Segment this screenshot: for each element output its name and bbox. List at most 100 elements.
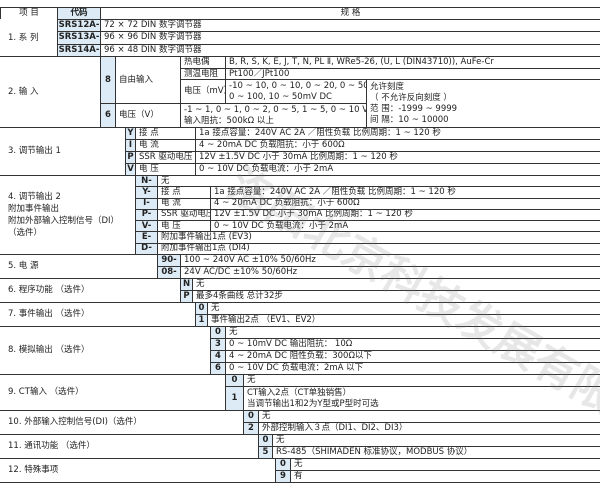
analog-value: 无 bbox=[225, 326, 600, 338]
label-line: 附加外部输入控制信号（DI） bbox=[8, 215, 120, 226]
section-label-power: 5. 电 源 bbox=[0, 254, 140, 278]
section-label-input: 2. 输 入 bbox=[0, 56, 140, 127]
label-line: 2. 输 入 bbox=[8, 86, 39, 97]
cell-line: -1 ~ 1, 0 ~ 1, 0 ~ 2, 0 ~ 5, 1 ~ 5, 0 ~ … bbox=[184, 104, 366, 115]
divider bbox=[0, 482, 600, 483]
series-code: SRS14A- bbox=[57, 43, 100, 56]
output2-code: E- bbox=[135, 231, 157, 243]
power-value: 100 ~ 240V AC ±10% 50/60Hz bbox=[180, 254, 600, 266]
analog-code: 3 bbox=[210, 338, 225, 350]
section-label-comm: 11. 通讯功能 （选件） bbox=[0, 434, 140, 458]
event-code: 0 bbox=[195, 302, 207, 314]
program-value: 最多4条曲线 总计32步 bbox=[192, 290, 600, 302]
header-code: 代码 bbox=[57, 7, 100, 19]
output1-name: SSR 驱动电压 bbox=[135, 151, 195, 163]
label-line: 8. 模拟输出 （选件） bbox=[8, 345, 90, 355]
comm-value: 无 bbox=[272, 434, 600, 446]
label-line: 6. 程序功能 （选件） bbox=[8, 285, 90, 295]
di-code: 0 bbox=[243, 410, 258, 422]
di-value: 无 bbox=[258, 410, 600, 422]
section-label-output2: 4. 调节输出 2 附加事件输出 附加外部输入控制信号（DI） （选件） bbox=[0, 175, 140, 254]
series-code: SRS12A- bbox=[57, 19, 100, 32]
output1-value: 4 ~ 20mA DC 负载阻抗：小于 600Ω bbox=[195, 139, 600, 151]
label-line: 12. 特殊事项 bbox=[8, 465, 59, 475]
label-line: 9. CT输入 （选件） bbox=[8, 387, 84, 397]
series-spec: 96 × 96 DIN 数字调节器 bbox=[100, 31, 600, 44]
output2-value: 4 ~ 20mA DC 负载阻抗：小于 600Ω bbox=[210, 197, 600, 209]
label-line: 5. 电 源 bbox=[8, 261, 39, 271]
comm-value: RS-485（SHIMADEN 标准协议，MODBUS 协议） bbox=[272, 446, 600, 458]
di-code: 2 bbox=[243, 422, 258, 434]
tc-value: B, R, S, K, E, J, T, N, PL Ⅱ, WRe5-26, (… bbox=[225, 56, 600, 68]
divider bbox=[0, 7, 600, 8]
section-label-special: 12. 特殊事项 bbox=[0, 458, 140, 482]
label-line: 附加事件输出 bbox=[8, 203, 60, 214]
cell-line: 允许刻度 bbox=[370, 81, 405, 92]
label-line: 3. 调节输出 1 bbox=[8, 146, 61, 156]
input-name: 电压（V） bbox=[115, 103, 180, 127]
rtd-value: Pt100／JPt100 bbox=[225, 68, 600, 79]
cell-line: 范 围：-1999 ~ 9999 bbox=[370, 103, 458, 114]
output2-code: I- bbox=[135, 197, 157, 209]
power-code: 08- bbox=[157, 266, 180, 278]
section-label-output1: 3. 调节输出 1 bbox=[0, 127, 140, 175]
program-code: P bbox=[180, 290, 192, 302]
label-line: 11. 通讯功能 （选件） bbox=[8, 441, 95, 451]
event-value: 无 bbox=[207, 302, 600, 314]
section-label-series: 1. 系 列 bbox=[0, 19, 140, 56]
series-spec: 96 × 48 DIN 数字调节器 bbox=[100, 43, 600, 56]
section-label-event: 7. 事件输出 （选件） bbox=[0, 302, 140, 326]
analog-code: 4 bbox=[210, 350, 225, 362]
output2-value: 1a 接点容量：240V AC 2A ／阻性负载 比例周期：1 ~ 120 秒 bbox=[210, 186, 600, 198]
ct-code: 1 bbox=[225, 386, 243, 410]
output1-code: P bbox=[125, 151, 135, 163]
output2-name: 电 流 bbox=[157, 197, 210, 209]
output1-name: 电 流 bbox=[135, 139, 195, 151]
output2-value: 无 bbox=[157, 175, 600, 187]
program-code: N bbox=[180, 278, 192, 290]
power-code: 90- bbox=[157, 254, 180, 266]
output2-code: Y- bbox=[135, 186, 157, 198]
output2-code: N- bbox=[135, 175, 157, 187]
output1-code: V bbox=[125, 163, 135, 175]
output1-value: 12V ±1.5V DC 小于 30mA 比例周期：1 ~ 120 秒 bbox=[195, 151, 600, 163]
header-item: 项 目 bbox=[0, 7, 57, 19]
power-value: 24V AC/DC ±10% 50/60Hz bbox=[180, 266, 600, 278]
output2-code: P- bbox=[135, 208, 157, 221]
tc-label: 热电偶 bbox=[180, 56, 225, 68]
special-code: 0 bbox=[275, 458, 290, 470]
section-label-program: 6. 程序功能 （选件） bbox=[0, 278, 140, 302]
output2-value: 附加事件输出1点 (EV3) bbox=[157, 231, 600, 243]
output2-name: 接 点 bbox=[157, 186, 210, 198]
comm-code: 0 bbox=[258, 434, 272, 446]
label-line: 7. 事件输出 （选件） bbox=[8, 309, 90, 319]
section-label-di: 10. 外部输入控制信号(DI)（选件） bbox=[0, 410, 142, 434]
series-spec: 72 × 72 DIN 数字调节器 bbox=[100, 19, 600, 32]
di-value: 外部控制输入３点（DI1、DI2、DI3） bbox=[258, 422, 600, 434]
analog-code: 6 bbox=[210, 362, 225, 374]
mv-value: -10 ~ 10, 0 ~ 10, 0 ~ 20, 0 ~ 50, 0 ~ 100… bbox=[225, 79, 366, 103]
cell-line: 输入阻抗：500kΩ 以上 bbox=[184, 115, 274, 126]
output1-name: 接 点 bbox=[135, 127, 195, 139]
event-value: 事件输出2点 （EV1、EV2） bbox=[207, 314, 600, 326]
output1-value: 1a 接点容量：240V AC 2A ／阻性负载 比例周期：1 ~ 120 秒 bbox=[195, 127, 600, 139]
output2-value: 12V ±1.5V DC 小于 30mA 比例周期：1 ~ 120 秒 bbox=[210, 208, 600, 221]
output1-name: 电 压 bbox=[135, 163, 195, 175]
section-label-ct: 9. CT输入 （选件） bbox=[0, 374, 140, 410]
analog-value: 0 ~ 10V DC 负载电流：2mA 以下 bbox=[225, 362, 600, 374]
output2-value: 附加事件输出1点 (DI4) bbox=[157, 242, 600, 254]
comm-code: 5 bbox=[258, 446, 272, 458]
label-line: （选件） bbox=[8, 227, 43, 238]
analog-value: 0 ~ 10mV DC 输出阻抗： 10Ω bbox=[225, 338, 600, 350]
ct-code: 0 bbox=[225, 374, 243, 386]
analog-code: 0 bbox=[210, 326, 225, 338]
cell-line: 间 隔：10 ~ 10000 bbox=[370, 114, 449, 125]
mv-label: 电压（mV） bbox=[180, 79, 225, 103]
series-code: SRS13A- bbox=[57, 31, 100, 44]
rtd-label: 测温电阻 bbox=[180, 68, 225, 79]
ct-value: 无 bbox=[243, 374, 600, 386]
output2-name: 电 压 bbox=[157, 220, 210, 232]
section-label-analog: 8. 模拟输出 （选件） bbox=[0, 326, 140, 374]
label-line: 4. 调节输出 2 bbox=[8, 191, 61, 202]
input-code-8: 8 bbox=[100, 56, 115, 103]
